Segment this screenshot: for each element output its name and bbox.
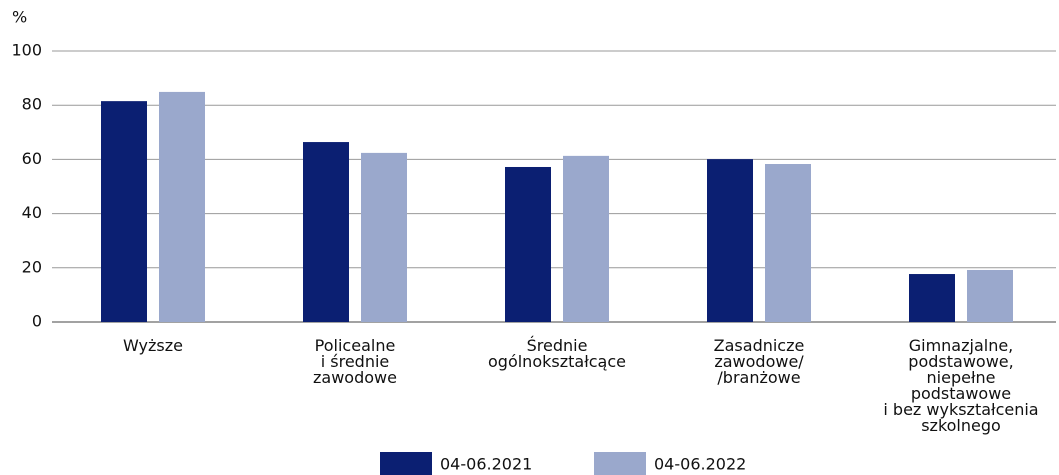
y-tick-label: 40 bbox=[22, 203, 42, 222]
x-tick-label: Policealne i średnie zawodowe bbox=[313, 336, 397, 387]
x-tick-label: Wyższe bbox=[123, 336, 183, 355]
bar bbox=[707, 159, 753, 322]
x-tick-label: Gimnazjalne, podstawowe, niepełne podsta… bbox=[883, 336, 1039, 435]
bar bbox=[361, 152, 407, 322]
legend-swatch bbox=[594, 452, 646, 475]
legend-swatch bbox=[380, 452, 432, 475]
y-tick-label: 20 bbox=[22, 257, 42, 276]
bar bbox=[159, 91, 205, 323]
legend-label: 04-06.2022 bbox=[654, 455, 746, 474]
y-tick-label: 0 bbox=[32, 312, 42, 331]
bar bbox=[909, 274, 955, 322]
bar bbox=[505, 166, 551, 322]
bar bbox=[101, 101, 147, 322]
x-tick-label: Zasadnicze zawodowe/ /branżowe bbox=[713, 336, 805, 387]
bar bbox=[563, 155, 609, 322]
y-tick-label: 100 bbox=[11, 41, 42, 60]
bar bbox=[303, 142, 349, 322]
bar bbox=[765, 164, 811, 322]
y-axis-label: % bbox=[12, 8, 27, 27]
y-tick-label: 80 bbox=[22, 95, 42, 114]
legend-label: 04-06.2021 bbox=[440, 455, 532, 474]
x-tick-label: Średnie ogólnokształcące bbox=[488, 336, 626, 371]
bar bbox=[967, 269, 1013, 322]
y-tick-label: 60 bbox=[22, 149, 42, 168]
